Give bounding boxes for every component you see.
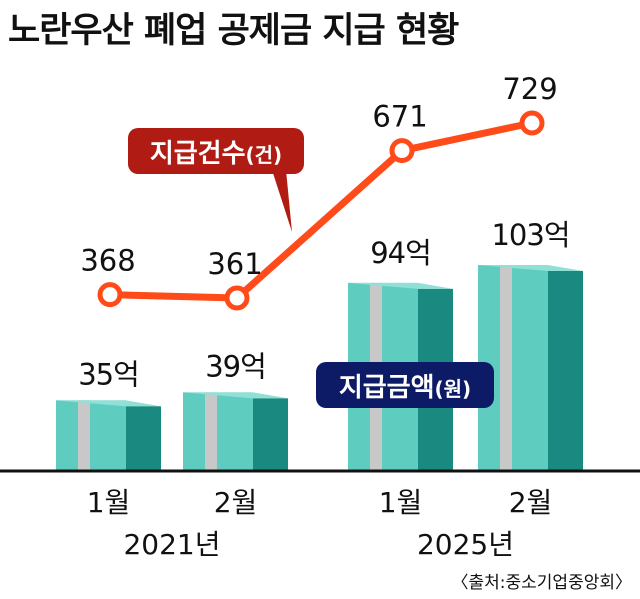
amount-bar-stripe bbox=[78, 400, 90, 470]
count-point-label: 671 bbox=[372, 100, 427, 134]
amount-bar-label: 103억 bbox=[491, 218, 569, 252]
amount-bar-side bbox=[253, 398, 288, 470]
count-point-label: 729 bbox=[502, 72, 557, 106]
count-badge bbox=[128, 128, 304, 174]
amount-bar-top bbox=[478, 265, 583, 271]
source-note: 〈출처:중소기업중앙회〉 bbox=[451, 573, 633, 593]
amount-bar-stripe bbox=[205, 392, 217, 470]
x-tick-label: 1월 bbox=[87, 486, 131, 519]
count-point bbox=[97, 282, 123, 308]
amount-bar-top bbox=[56, 400, 161, 407]
count-point-label: 361 bbox=[207, 247, 262, 281]
amount-bar-label: 39억 bbox=[205, 349, 266, 383]
amount-badge bbox=[316, 362, 494, 408]
amount-badge-label: 지급금액(원) bbox=[339, 373, 471, 403]
count-line bbox=[109, 119, 533, 302]
x-tick-label: 1월 bbox=[379, 486, 423, 519]
count-badge-name: 지급건수 bbox=[150, 139, 246, 169]
count-badge-unit: (건) bbox=[246, 143, 283, 167]
chart-title: 노란우산 폐업 공제금 지급 현황 bbox=[8, 11, 459, 51]
count-point bbox=[519, 110, 545, 136]
count-badge-pointer bbox=[272, 170, 292, 232]
amount-bar-side bbox=[548, 271, 583, 470]
amount-bar-label: 35억 bbox=[78, 357, 139, 391]
amount-bar-top bbox=[183, 392, 288, 399]
amount-badge-unit: (원) bbox=[435, 377, 472, 401]
amount-bar-stripe bbox=[500, 265, 512, 470]
count-point bbox=[224, 285, 250, 311]
count-point-label: 368 bbox=[80, 244, 135, 278]
amount-bar-side bbox=[126, 406, 161, 470]
amount-bar-top bbox=[348, 282, 453, 289]
count-point bbox=[389, 138, 415, 164]
amount-bar-front bbox=[183, 392, 253, 470]
x-group-label: 2025년 bbox=[417, 528, 514, 561]
x-tick-label: 2월 bbox=[214, 486, 258, 519]
x-group-label: 2021년 bbox=[123, 528, 220, 561]
count-badge-label: 지급건수(건) bbox=[150, 139, 282, 169]
amount-badge-name: 지급금액 bbox=[339, 373, 435, 403]
x-tick-label: 2월 bbox=[509, 486, 553, 519]
amount-bar-front bbox=[56, 400, 126, 470]
amount-bar-label: 94억 bbox=[370, 236, 431, 270]
